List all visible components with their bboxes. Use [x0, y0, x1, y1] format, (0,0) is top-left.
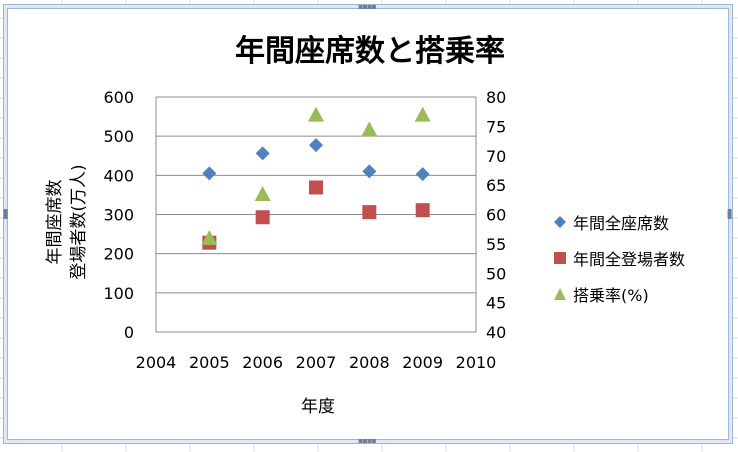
diamond-marker-icon	[554, 216, 566, 228]
seats-point-2009[interactable]	[415, 167, 430, 182]
legend-item-load-factor[interactable]: 搭乗率(%)	[553, 282, 649, 306]
y-axis-label-line1: 年間座席数	[45, 180, 65, 265]
load-factor-point-2006[interactable]	[254, 185, 271, 201]
resize-handle-left[interactable]: ▪ ▪ ▪	[3, 206, 8, 221]
y-tick-label-400: 400	[103, 166, 134, 185]
y2-tick-label-80: 80	[486, 88, 506, 107]
passengers-point-2009[interactable]	[415, 203, 430, 218]
y-tick-label-500: 500	[103, 127, 134, 146]
passengers-point-2007[interactable]	[309, 180, 323, 195]
y2-tick-label-60: 60	[486, 206, 506, 225]
y-axis-label-line2: 登場者数(万人)	[69, 164, 89, 279]
legend-item-seats[interactable]: 年間全座席数	[553, 210, 669, 234]
load-factor-point-2007[interactable]	[308, 106, 324, 122]
axes: 0 100 200 300 400 500 600 40 45 50 55 60 65 70 75 80 200…	[103, 88, 506, 372]
resize-handle-bottom[interactable]: ▪▪▪▪	[358, 436, 377, 445]
x-tick-label-2008: 2008	[349, 353, 390, 372]
y2-tick-label-75: 75	[486, 117, 506, 136]
y2-tick-label-50: 50	[486, 264, 506, 283]
data-points	[201, 106, 431, 250]
x-tick-label-2010: 2010	[456, 353, 497, 372]
chart-area[interactable]: ▪▪▪▪ ▪▪▪▪ ▪ ▪ ▪ ▪ ▪ ▪ 年間座席数と搭乗率 年度 年間座席数 登場者…	[3, 3, 732, 445]
y2-tick-label-65: 65	[486, 176, 506, 195]
seats-point-2007[interactable]	[309, 138, 323, 153]
x-tick-label-2009: 2009	[402, 353, 443, 372]
resize-handle-top[interactable]: ▪▪▪▪	[358, 2, 377, 11]
y2-tick-label-40: 40	[486, 323, 506, 342]
x-tick-label-2005: 2005	[189, 353, 230, 372]
y-tick-label-200: 200	[103, 245, 134, 264]
seats-point-2005[interactable]	[202, 166, 217, 181]
legend-item-passengers[interactable]: 年間全登場者数	[553, 246, 685, 270]
x-axis-label: 年度	[301, 397, 335, 417]
legend-label-passengers: 年間全登場者数	[573, 250, 686, 269]
square-marker-icon	[554, 252, 566, 264]
seats-point-2006[interactable]	[255, 146, 270, 161]
y-tick-label-100: 100	[103, 284, 134, 303]
y-tick-label-0: 0	[124, 323, 134, 342]
x-tick-label-2006: 2006	[242, 353, 283, 372]
chart-title: 年間座席数と搭乗率	[235, 34, 505, 69]
passengers-point-2006[interactable]	[255, 210, 270, 225]
load-factor-point-2008[interactable]	[361, 121, 378, 137]
y-tick-label-300: 300	[103, 206, 134, 225]
y2-tick-label-45: 45	[486, 294, 506, 313]
passengers-point-2008[interactable]	[362, 205, 377, 220]
load-factor-point-2009[interactable]	[414, 106, 431, 122]
x-tick-label-2004: 2004	[136, 353, 177, 372]
gridlines	[156, 96, 476, 294]
resize-handle-right[interactable]: ▪ ▪ ▪	[727, 206, 732, 221]
seats-point-2008[interactable]	[362, 164, 377, 179]
x-tick-label-2007: 2007	[296, 353, 337, 372]
y2-tick-label-55: 55	[486, 235, 506, 254]
legend-label-load-factor: 搭乗率(%)	[573, 286, 649, 305]
triangle-marker-icon	[554, 288, 566, 300]
chart-plot: 年間座席数と搭乗率 年度 年間座席数 登場者数(万人) 0 100 200 300 40…	[45, 34, 506, 417]
y-tick-label-600: 600	[103, 88, 134, 107]
legend-label-seats: 年間全座席数	[573, 214, 670, 233]
load-factor-point-2005[interactable]	[201, 230, 218, 245]
y2-tick-label-70: 70	[486, 147, 506, 166]
